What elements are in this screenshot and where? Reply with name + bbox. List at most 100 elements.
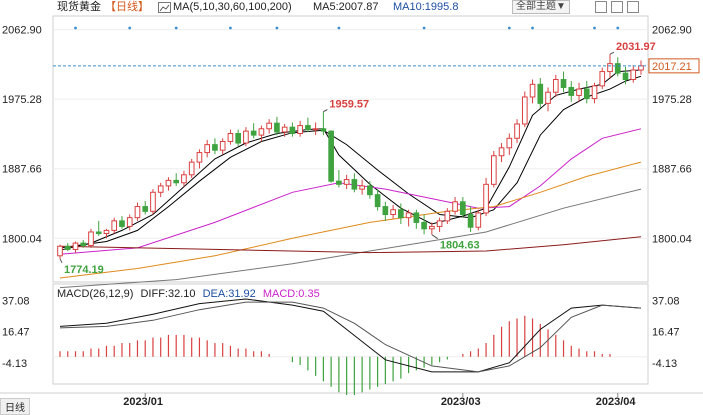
candle-body <box>630 69 637 81</box>
candle-body <box>460 201 466 216</box>
signal-dot <box>531 26 534 30</box>
candle-body <box>72 242 79 250</box>
signal-dot <box>174 26 178 30</box>
macd-y-label-right: -4.13 <box>652 358 677 370</box>
candle-body <box>219 140 226 151</box>
candle-body <box>212 144 218 151</box>
annotation-leader <box>59 258 63 264</box>
candle-body <box>638 65 644 71</box>
signal-dot <box>507 26 511 30</box>
candle-body <box>545 91 551 104</box>
candle-body <box>622 72 629 81</box>
candle-body <box>444 210 451 222</box>
theme-select[interactable]: 全部主题▼ <box>512 0 570 14</box>
image-icon[interactable] <box>611 1 623 13</box>
x-tick-label: 2023/04 <box>596 396 637 408</box>
candle-body <box>88 231 94 246</box>
candle-body <box>196 152 203 163</box>
candle-body <box>429 225 435 230</box>
ma10-label: MA10:1995.8 <box>393 1 459 13</box>
candle-body <box>367 185 373 196</box>
candle-body <box>204 144 211 154</box>
candle-body <box>514 123 520 139</box>
x-tick-label: 2023/01 <box>123 396 163 408</box>
theme-select-label: 全部主题 <box>516 1 556 12</box>
annotation-leader <box>431 234 439 240</box>
signal-dot <box>337 26 341 30</box>
candle-body <box>64 245 71 250</box>
x-tick-label: 2023/03 <box>441 396 481 408</box>
candle-body <box>126 217 133 227</box>
macd-y-label-left: 37.08 <box>2 295 30 307</box>
candle-body <box>390 209 396 216</box>
candle-body <box>467 214 474 228</box>
candle-body <box>227 133 234 142</box>
period-tab[interactable]: 日线 <box>0 398 30 415</box>
candle-body <box>568 86 575 96</box>
candle-body <box>173 179 180 184</box>
candle-body <box>436 220 443 227</box>
price-y-label-right: 1975.28 <box>652 94 692 106</box>
candle-body <box>134 206 141 219</box>
macd-dea-line <box>59 301 642 373</box>
candle-body <box>490 155 497 185</box>
candle-body <box>552 79 559 93</box>
price-panel-frame <box>52 15 649 283</box>
price-y-label-right: 2062.90 <box>652 25 692 37</box>
candle-body <box>111 220 118 231</box>
ma-line-ma10 <box>59 75 642 249</box>
ma-line-ma100 <box>59 188 642 289</box>
candle-body <box>359 185 365 190</box>
candle-body <box>591 85 598 100</box>
candle-body <box>498 147 505 157</box>
candle-body <box>235 133 241 144</box>
candle-body <box>328 130 334 182</box>
candle-body <box>188 161 195 176</box>
candle-body <box>119 220 125 227</box>
candle-body <box>475 212 482 228</box>
macd-panel-frame <box>52 283 649 385</box>
candle-body <box>336 180 342 185</box>
candle-body <box>289 126 296 135</box>
candle-body <box>374 194 381 208</box>
macd-label: MACD(26,12,9) <box>57 288 134 300</box>
toggle-icon[interactable] <box>595 1 607 13</box>
candle-body <box>165 179 172 187</box>
ma-settings-icon[interactable] <box>158 2 171 13</box>
signal-dot <box>128 26 132 30</box>
candle-body <box>343 179 350 185</box>
macd-value-label: MACD:0.35 <box>262 288 320 300</box>
candle-body <box>583 88 590 100</box>
annotation-high: 1959.57 <box>329 99 369 111</box>
candle-body <box>421 221 427 230</box>
macd-y-label-right: 16.47 <box>652 327 680 339</box>
macd-header: MACD(26,12,9) DIFF:32.10 DEA:31.92 MACD:… <box>57 288 320 300</box>
price-y-label-right: 1887.66 <box>652 164 692 176</box>
candle-body <box>599 71 606 87</box>
candle-body <box>142 206 149 212</box>
candle-body <box>405 212 412 219</box>
signal-dot <box>229 26 232 30</box>
candle-body <box>382 206 389 216</box>
ma-line-ma60 <box>59 161 642 279</box>
candle-body <box>483 183 489 214</box>
candle-body <box>351 179 358 190</box>
candle-body <box>529 83 536 98</box>
annotation-leader <box>609 51 615 55</box>
signal-dot <box>74 26 77 30</box>
candle-body <box>607 63 613 73</box>
candle-body <box>614 63 621 74</box>
price-y-label-left: 1887.66 <box>2 164 42 176</box>
candle-body <box>413 212 420 223</box>
annotation-leader <box>323 109 328 113</box>
signal-dot <box>275 26 279 30</box>
macd-dea-label: DEA:31.92 <box>202 288 256 300</box>
expand-icon[interactable] <box>627 1 639 13</box>
ma-line-ma200 <box>59 236 642 254</box>
candle-body <box>305 125 311 131</box>
price-y-label-left: 1975.28 <box>2 94 42 106</box>
candle-body <box>398 209 404 219</box>
candle-body <box>452 201 458 212</box>
period-label[interactable]: 【日线】 <box>105 1 149 13</box>
